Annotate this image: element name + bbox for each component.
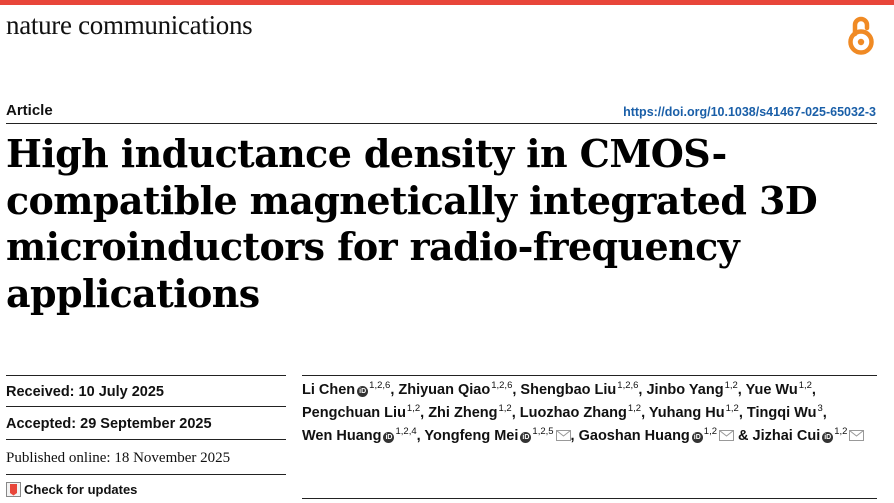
affiliation-superscript: 1,2,6 <box>491 380 513 391</box>
open-access-lock-icon <box>848 16 874 55</box>
affiliation-superscript: 1,2 <box>834 426 848 437</box>
email-envelope-icon[interactable] <box>719 430 735 441</box>
title-top-rule <box>6 123 877 124</box>
affiliation-superscript: 1,2,4 <box>395 426 417 437</box>
email-envelope-icon[interactable] <box>849 430 865 441</box>
author-name[interactable]: Yue Wu1,2 <box>745 380 812 398</box>
affiliation-superscript: 1,2,6 <box>617 380 639 391</box>
author-name-text: Yongfeng Mei <box>424 428 519 444</box>
author-name-text: Yue Wu <box>745 382 798 398</box>
email-envelope-icon[interactable] <box>555 430 571 441</box>
author-name-text: Wen Huang <box>302 428 382 444</box>
meta-left-rule <box>6 375 286 376</box>
doi-link[interactable]: https://doi.org/10.1038/s41467-025-65032… <box>623 105 876 119</box>
author-name-text: Pengchuan Liu <box>302 405 406 421</box>
affiliation-superscript: 1,2 <box>703 426 718 437</box>
article-type-label: Article <box>6 102 53 119</box>
orcid-icon[interactable]: iD <box>383 432 395 443</box>
authors-bottom-rule <box>302 498 877 499</box>
author-name[interactable]: Pengchuan Liu1,2 <box>302 403 421 421</box>
author-name-text: Jinbo Yang <box>646 382 724 398</box>
author-name-text: Zhi Zheng <box>428 405 498 421</box>
accepted-date: Accepted: 29 September 2025 <box>6 416 212 432</box>
published-divider <box>6 474 286 475</box>
author-name[interactable]: Jizhai Cui iD1,2 <box>752 426 865 444</box>
author-name[interactable]: Jinbo Yang1,2 <box>646 380 738 398</box>
affiliation-superscript: 1,2,5 <box>532 426 554 437</box>
check-for-updates-button[interactable]: Check for updates <box>6 482 137 497</box>
check-for-updates-label: Check for updates <box>24 482 138 497</box>
check-updates-icon <box>6 482 21 497</box>
journal-name[interactable]: nature communications <box>6 10 253 40</box>
author-name-text: Jizhai Cui <box>752 428 821 444</box>
published-date: Published online: 18 November 2025 <box>6 450 231 466</box>
author-name[interactable]: Tingqi Wu3 <box>746 403 823 421</box>
affiliation-superscript: 1,2 <box>725 403 739 414</box>
author-name-text: Shengbao Liu <box>520 382 617 398</box>
affiliation-superscript: 1,2 <box>498 403 512 414</box>
top-accent-bar <box>0 0 894 5</box>
article-title: High inductance density in CMOS-compatib… <box>6 131 818 316</box>
author-name[interactable]: Yongfeng Mei iD1,2,5 <box>424 426 571 444</box>
affiliation-superscript: 1,2 <box>798 380 812 391</box>
author-name-text: Li Chen <box>302 382 356 398</box>
affiliation-superscript: 1,2 <box>627 403 642 414</box>
affiliation-superscript: 1,2 <box>406 403 421 414</box>
author-name-text: Gaoshan Huang <box>578 428 690 444</box>
author-name[interactable]: Zhiyuan Qiao1,2,6 <box>398 380 513 398</box>
received-date: Received: 10 July 2025 <box>6 384 164 400</box>
author-name-text: Luozhao Zhang <box>519 405 627 421</box>
meta-right-rule <box>302 375 877 376</box>
author-name-text: Zhiyuan Qiao <box>398 382 491 398</box>
accepted-divider <box>6 439 286 440</box>
orcid-icon[interactable]: iD <box>691 432 703 443</box>
author-name[interactable]: Yuhang Hu1,2 <box>648 403 739 421</box>
author-name[interactable]: Zhi Zheng1,2 <box>428 403 512 421</box>
affiliation-superscript: 3 <box>817 403 823 414</box>
received-divider <box>6 406 286 407</box>
orcid-icon[interactable]: iD <box>520 432 532 443</box>
affiliation-superscript: 1,2 <box>724 380 738 391</box>
author-name[interactable]: Luozhao Zhang1,2 <box>519 403 642 421</box>
affiliation-superscript: 1,2,6 <box>369 380 391 391</box>
author-name[interactable]: Wen Huang iD1,2,4 <box>302 426 417 444</box>
author-name[interactable]: Gaoshan Huang iD1,2 <box>578 426 735 444</box>
author-name[interactable]: Li Chen iD1,2,6 <box>302 380 391 398</box>
author-name[interactable]: Shengbao Liu1,2,6 <box>520 380 639 398</box>
author-list: Li Chen iD1,2,6, Zhiyuan Qiao1,2,6, Sheng… <box>302 379 877 448</box>
author-name-text: Tingqi Wu <box>746 405 817 421</box>
author-name-text: Yuhang Hu <box>648 405 725 421</box>
orcid-icon[interactable]: iD <box>822 432 834 443</box>
orcid-icon[interactable]: iD <box>357 386 369 397</box>
